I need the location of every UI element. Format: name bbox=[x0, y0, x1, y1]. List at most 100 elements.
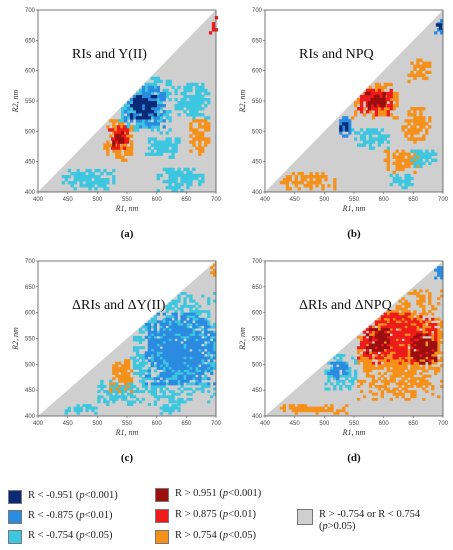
heatmap-cell-pos1 bbox=[389, 346, 393, 350]
heatmap-cell-pos1 bbox=[404, 372, 408, 375]
heatmap-cell-pos3 bbox=[377, 341, 381, 344]
heatmap-cell-neg2 bbox=[141, 94, 146, 99]
heatmap-cell-neg2 bbox=[153, 116, 157, 120]
heatmap-cell-pos2 bbox=[386, 113, 390, 117]
heatmap-cell-pos2 bbox=[419, 354, 423, 357]
heatmap-cell-neg1 bbox=[150, 128, 154, 132]
heatmap-cell-pos2 bbox=[434, 330, 438, 334]
heatmap-cell-neg1 bbox=[407, 182, 411, 187]
heatmap-cell-neg1 bbox=[153, 137, 157, 141]
heatmap-cell-pos1 bbox=[383, 113, 387, 117]
heatmap-cell-pos3 bbox=[374, 348, 379, 352]
heatmap-cell-pos1 bbox=[422, 387, 426, 391]
heatmap-cell-pos2 bbox=[374, 110, 379, 114]
heatmap-cell-pos3 bbox=[377, 330, 381, 334]
heatmap-cell-pos1 bbox=[419, 382, 423, 386]
heatmap-cell-pos1 bbox=[282, 409, 287, 413]
heatmap-cell-pos1 bbox=[398, 167, 402, 172]
heatmap-cell-neg1 bbox=[159, 101, 163, 105]
heatmap-cell-neg2 bbox=[345, 364, 349, 368]
heatmap-cell-pos1 bbox=[398, 374, 402, 378]
heatmap-cell-neg1 bbox=[150, 356, 154, 360]
heatmap-cell-pos1 bbox=[416, 119, 420, 123]
heatmap-cell-pos2 bbox=[413, 320, 417, 324]
heatmap-cell-pos2 bbox=[401, 354, 405, 357]
heatmap-cell-neg1 bbox=[97, 395, 101, 399]
heatmap-cell-neg2 bbox=[348, 122, 352, 126]
heatmap-cell-pos1 bbox=[389, 97, 393, 102]
legend-item-gray: R > -0.754 or R < 0.754 (p>0.05) bbox=[297, 509, 447, 533]
heatmap-cell-pos1 bbox=[389, 351, 393, 355]
heatmap-cell-pos1 bbox=[407, 161, 411, 165]
heatmap-cell-neg1 bbox=[168, 137, 172, 141]
heatmap-cell-neg1 bbox=[174, 374, 178, 378]
heatmap-cell-pos1 bbox=[410, 119, 414, 123]
heatmap-cell-neg2 bbox=[156, 366, 160, 370]
heatmap-cell-neg1 bbox=[70, 171, 74, 176]
heatmap-cell-neg2 bbox=[186, 361, 190, 365]
heatmap-cell-pos1 bbox=[401, 152, 405, 156]
heatmap-cell-pos2 bbox=[383, 325, 387, 329]
heatmap-cell-neg2 bbox=[147, 354, 152, 357]
heatmap-cell-neg1 bbox=[115, 382, 119, 386]
heatmap-cell-neg2 bbox=[165, 346, 169, 350]
heatmap-cell-pos2 bbox=[413, 328, 417, 332]
heatmap-cell-pos1 bbox=[386, 312, 390, 316]
heatmap-cell-neg1 bbox=[201, 359, 205, 363]
heatmap-cell-pos1 bbox=[395, 372, 399, 375]
heatmap-cell-pos2 bbox=[407, 338, 411, 342]
heatmap-cell-neg2 bbox=[153, 348, 157, 352]
heatmap-cell-neg1 bbox=[213, 392, 217, 396]
heatmap-cell-pos2 bbox=[386, 325, 390, 329]
heatmap-cell-neg1 bbox=[198, 387, 202, 391]
heatmap-cell-pos1 bbox=[413, 361, 417, 365]
heatmap-cell-neg2 bbox=[147, 369, 152, 373]
heatmap-cell-neg1 bbox=[213, 346, 217, 350]
heatmap-cell-neg2 bbox=[183, 348, 187, 352]
legend-swatch-gray bbox=[297, 509, 313, 525]
heatmap-cell-neg1 bbox=[153, 146, 157, 150]
heatmap-cell-neg2 bbox=[174, 341, 178, 344]
heatmap-cell-neg2 bbox=[177, 330, 181, 334]
heatmap-cell-neg1 bbox=[144, 385, 149, 388]
heatmap-cell-neg1 bbox=[348, 387, 352, 391]
heatmap-cell-neg2 bbox=[144, 335, 149, 339]
heatmap-cell-neg2 bbox=[183, 354, 187, 357]
heatmap-cell-pos3 bbox=[428, 356, 432, 360]
heatmap-cell-neg1 bbox=[168, 119, 172, 123]
heatmap-cell-neg3 bbox=[150, 104, 154, 108]
heatmap-cell-pos1 bbox=[395, 359, 399, 363]
heatmap-cell-neg1 bbox=[198, 101, 202, 105]
heatmap-cell-pos2 bbox=[371, 361, 376, 365]
heatmap-cell-neg2 bbox=[189, 361, 193, 365]
heatmap-cell-pos1 bbox=[410, 134, 414, 138]
heatmap-cell-pos1 bbox=[129, 128, 134, 132]
heatmap-cell-pos2 bbox=[368, 97, 373, 102]
heatmap-cell-pos1 bbox=[431, 366, 435, 370]
heatmap-cell-neg1 bbox=[195, 366, 199, 370]
heatmap-cell-neg1 bbox=[115, 395, 119, 399]
heatmap-cell-pos1 bbox=[398, 307, 402, 311]
heatmap-cell-pos1 bbox=[440, 325, 444, 329]
heatmap-cell-neg1 bbox=[195, 104, 199, 108]
heatmap-cell-pos1 bbox=[386, 161, 390, 165]
heatmap-cell-pos1 bbox=[121, 125, 125, 129]
heatmap-cell-neg1 bbox=[153, 403, 157, 406]
heatmap-cell-pos2 bbox=[398, 361, 402, 365]
heatmap-cell-neg2 bbox=[204, 323, 208, 326]
heatmap-cell-neg1 bbox=[339, 359, 343, 363]
heatmap-cell-pos1 bbox=[425, 131, 429, 135]
heatmap-cell-pos1 bbox=[410, 379, 414, 383]
heatmap-cell-neg3 bbox=[345, 122, 349, 126]
heatmap-cell-neg1 bbox=[183, 302, 187, 306]
heatmap-cell-pos2 bbox=[401, 323, 405, 326]
heatmap-cell-pos3 bbox=[416, 341, 420, 344]
heatmap-cell-neg2 bbox=[168, 346, 172, 350]
heatmap-cell-pos1 bbox=[362, 91, 367, 96]
heatmap-cell-neg2 bbox=[198, 354, 202, 357]
heatmap-cell-neg2 bbox=[171, 364, 175, 368]
heatmap-cell-pos1 bbox=[380, 85, 384, 90]
heatmap-cell-pos2 bbox=[368, 330, 373, 334]
heatmap-cell-neg1 bbox=[207, 91, 211, 96]
heatmap-cell-pos3 bbox=[368, 338, 373, 342]
